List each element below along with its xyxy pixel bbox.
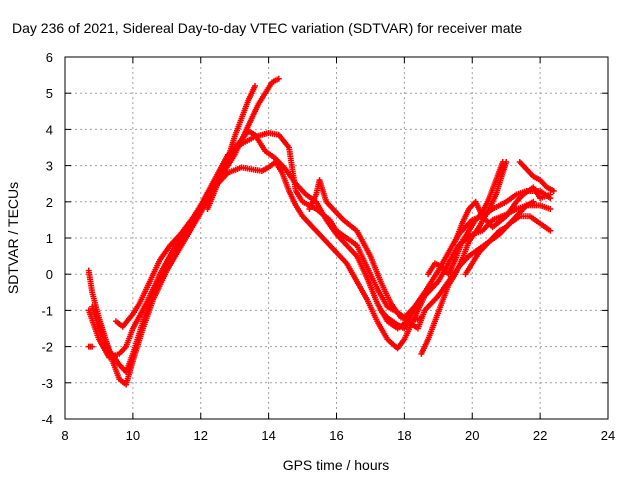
- y-tick-label: -4: [41, 412, 53, 427]
- data-point: [428, 282, 435, 289]
- x-tick-labels: 8 10 12 14 16 18 20 22 24: [61, 428, 615, 443]
- series-track-3: [85, 128, 554, 361]
- x-axis-label: GPS time / hours: [283, 457, 390, 473]
- y-tick-label: -3: [41, 376, 53, 391]
- series-track-13: [377, 282, 435, 332]
- y-tick-label: 3: [46, 159, 53, 174]
- y-tick-label: 4: [46, 122, 53, 137]
- x-tick-label: 8: [61, 428, 68, 443]
- y-tick-label: 6: [46, 50, 53, 65]
- data-point: [550, 187, 557, 194]
- series-track-11: [516, 158, 557, 194]
- x-tick-label: 16: [329, 428, 343, 443]
- series-track-10: [452, 184, 554, 245]
- y-tick-label: 2: [46, 195, 53, 210]
- y-tick-label: 1: [46, 231, 53, 246]
- x-tick-label: 18: [397, 428, 411, 443]
- y-tick-labels: -4 -3 -2 -1 0 1 2 3 4 5 6: [41, 50, 53, 427]
- data-point: [547, 206, 554, 213]
- data-point: [275, 75, 282, 82]
- series-track-4: [112, 75, 282, 330]
- y-axis-label: SDTVAR / TECUs: [5, 182, 21, 294]
- y-tick-label: -1: [41, 303, 53, 318]
- x-tick-label: 20: [465, 428, 479, 443]
- series-track-2: [89, 130, 554, 375]
- data-point: [418, 314, 425, 321]
- series-track-5: [204, 82, 259, 213]
- data-point: [530, 198, 537, 205]
- data-point: [252, 82, 259, 89]
- y-tick-label: 0: [46, 267, 53, 282]
- series-track-6: [85, 343, 96, 350]
- x-tick-label: 24: [601, 428, 615, 443]
- x-tick-label: 10: [126, 428, 140, 443]
- chart-title: Day 236 of 2021, Sidereal Day-to-day VTE…: [12, 20, 522, 36]
- data-points: [85, 75, 557, 388]
- y-tick-label: -2: [41, 340, 53, 355]
- data-point: [89, 343, 96, 350]
- y-tick-label: 5: [46, 86, 53, 101]
- x-tick-label: 12: [194, 428, 208, 443]
- series-track-9: [425, 158, 506, 278]
- data-point: [499, 158, 506, 165]
- series-track-8: [418, 158, 510, 357]
- x-tick-label: 14: [261, 428, 275, 443]
- x-tick-label: 22: [533, 428, 547, 443]
- axis-ticks: [64, 56, 609, 420]
- data-point: [547, 227, 554, 234]
- data-point: [547, 191, 554, 198]
- series-track-12: [462, 198, 537, 278]
